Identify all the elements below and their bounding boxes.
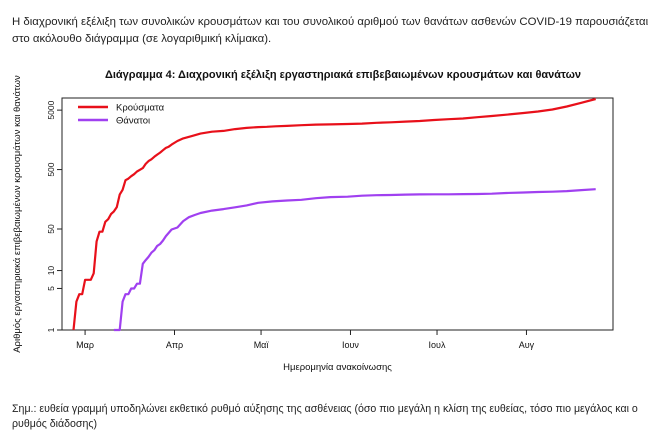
y-axis-label: Αριθμός εργαστηριακά επιβεβαιωμένων κρου… <box>12 75 23 353</box>
x-tick-label: Ιουλ <box>429 340 446 350</box>
x-tick-label: Ιουν <box>342 340 359 350</box>
chart-title: Διάγραμμα 4: Διαχρονική εξέλιξη εργαστηρ… <box>105 69 581 81</box>
y-tick-label: 500 <box>46 162 56 176</box>
y-tick-label: 5 <box>46 286 56 291</box>
axes: 1 5 10 50 500 5000 Μαρ Απρ Μαϊ Ιουν Ιουλ Αυγ <box>46 97 614 350</box>
footnote: Σημ.: ευθεία γραμμή υποδηλώνει εκθετικό … <box>12 403 638 430</box>
y-tick-label: 1 <box>46 327 56 332</box>
series-layer <box>72 97 596 332</box>
x-tick-label: Μαρ <box>76 340 94 350</box>
legend-label-0: Κρούσματα <box>116 103 165 114</box>
y-tick-label: 10 <box>46 266 56 276</box>
y-tick-label: 5000 <box>46 100 56 119</box>
chart: Διάγραμμα 4: Διαχρονική εξέλιξη εργαστηρ… <box>0 60 666 390</box>
plot-frame <box>61 97 614 331</box>
chart-svg: Διάγραμμα 4: Διαχρονική εξέλιξη εργαστηρ… <box>12 69 614 373</box>
x-axis-label: Ημερομηνία ανακοίνωσης <box>283 362 392 373</box>
series-line-1 <box>113 188 596 332</box>
y-tick-label: 50 <box>46 224 56 234</box>
series-line-0 <box>72 97 596 331</box>
legend-label-1: Θάνατοι <box>116 116 150 127</box>
x-tick-label: Αυγ <box>519 340 535 350</box>
x-tick-label: Απρ <box>166 340 183 350</box>
intro-paragraph: Η διαχρονική εξέλιξη των συνολικών κρουσ… <box>12 16 649 45</box>
legend: Κρούσματα Θάνατοι <box>78 103 165 127</box>
x-tick-label: Μαϊ <box>254 340 270 350</box>
